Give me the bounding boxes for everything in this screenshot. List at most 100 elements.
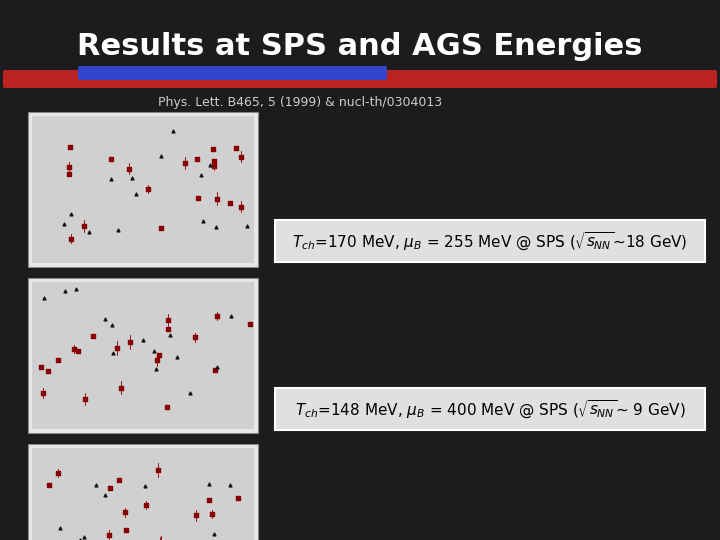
- Point: [184, 389, 196, 398]
- Point: [36, 363, 48, 372]
- Text: $T_{ch}$=170 MeV, $\mu_B$ = 255 MeV @ SPS ($\sqrt{s_{NN}}$~18 GeV): $T_{ch}$=170 MeV, $\mu_B$ = 255 MeV @ SP…: [292, 230, 688, 252]
- Point: [66, 234, 77, 243]
- Text: Results at SPS and AGS Energies: Results at SPS and AGS Energies: [77, 32, 643, 61]
- Point: [140, 482, 151, 490]
- Point: [235, 153, 246, 161]
- Point: [55, 523, 66, 532]
- Point: [79, 395, 91, 403]
- Point: [78, 532, 89, 540]
- Point: [225, 312, 237, 321]
- Point: [107, 349, 119, 357]
- Point: [71, 285, 82, 293]
- Point: [203, 495, 215, 504]
- FancyBboxPatch shape: [32, 282, 254, 429]
- Point: [130, 190, 142, 199]
- Point: [171, 352, 183, 361]
- Point: [126, 174, 138, 183]
- Point: [225, 199, 236, 208]
- Point: [151, 356, 163, 364]
- Point: [105, 155, 117, 164]
- Point: [241, 222, 253, 231]
- Point: [192, 194, 204, 202]
- Point: [68, 345, 80, 353]
- Point: [153, 465, 164, 474]
- Point: [207, 145, 219, 153]
- Point: [167, 126, 179, 135]
- Point: [212, 312, 223, 320]
- FancyBboxPatch shape: [32, 116, 254, 263]
- Point: [155, 538, 166, 540]
- Point: [78, 221, 89, 230]
- Point: [203, 480, 215, 489]
- Point: [189, 333, 200, 342]
- Point: [120, 525, 132, 534]
- Point: [63, 170, 75, 178]
- Point: [179, 159, 191, 167]
- Text: Phys. Lett. B465, 5 (1999) & nucl-th/0304013: Phys. Lett. B465, 5 (1999) & nucl-th/030…: [158, 96, 442, 109]
- Point: [88, 332, 99, 341]
- Point: [58, 220, 70, 228]
- Point: [53, 469, 64, 477]
- Point: [104, 483, 116, 492]
- Point: [211, 194, 222, 203]
- Point: [142, 185, 153, 193]
- Point: [107, 320, 118, 329]
- Point: [52, 356, 63, 364]
- Point: [112, 343, 123, 352]
- Point: [208, 530, 220, 539]
- Point: [155, 152, 166, 160]
- Point: [191, 155, 202, 164]
- Point: [161, 403, 173, 411]
- Text: $T_{ch}$=148 MeV, $\mu_B$ = 400 MeV @ SPS ($\sqrt{s_{NN}}$~ 9 GeV): $T_{ch}$=148 MeV, $\mu_B$ = 400 MeV @ SP…: [294, 398, 685, 420]
- Point: [115, 383, 127, 392]
- Point: [150, 364, 161, 373]
- Point: [90, 481, 102, 490]
- Point: [106, 175, 117, 184]
- Point: [195, 171, 207, 179]
- FancyBboxPatch shape: [275, 388, 705, 430]
- Point: [60, 286, 71, 295]
- Point: [42, 366, 53, 375]
- Point: [208, 157, 220, 165]
- Point: [190, 511, 202, 519]
- FancyBboxPatch shape: [28, 112, 258, 267]
- Point: [210, 223, 222, 232]
- FancyBboxPatch shape: [275, 220, 705, 262]
- Point: [66, 210, 77, 219]
- Point: [162, 325, 174, 333]
- Point: [74, 536, 86, 540]
- Point: [38, 294, 50, 303]
- FancyBboxPatch shape: [78, 66, 387, 80]
- Point: [154, 538, 166, 540]
- Point: [163, 316, 174, 325]
- Point: [225, 481, 236, 489]
- Point: [209, 366, 220, 375]
- Point: [124, 164, 135, 173]
- Point: [104, 530, 115, 539]
- Point: [37, 388, 49, 397]
- Point: [164, 330, 176, 339]
- Point: [153, 350, 165, 359]
- FancyBboxPatch shape: [3, 70, 717, 88]
- Point: [99, 490, 111, 499]
- Point: [211, 363, 222, 372]
- Point: [63, 163, 74, 172]
- Point: [233, 494, 244, 502]
- FancyBboxPatch shape: [28, 444, 258, 540]
- Point: [207, 510, 218, 518]
- Point: [65, 143, 76, 151]
- Point: [120, 508, 131, 517]
- FancyBboxPatch shape: [28, 278, 258, 433]
- Point: [197, 217, 209, 226]
- Point: [84, 228, 95, 237]
- Point: [140, 501, 152, 509]
- Point: [112, 226, 124, 234]
- Point: [43, 481, 55, 489]
- Point: [204, 160, 215, 169]
- Point: [230, 144, 242, 153]
- Point: [244, 320, 256, 328]
- Point: [235, 202, 247, 211]
- Point: [124, 338, 135, 347]
- Point: [99, 315, 111, 323]
- Point: [155, 224, 166, 232]
